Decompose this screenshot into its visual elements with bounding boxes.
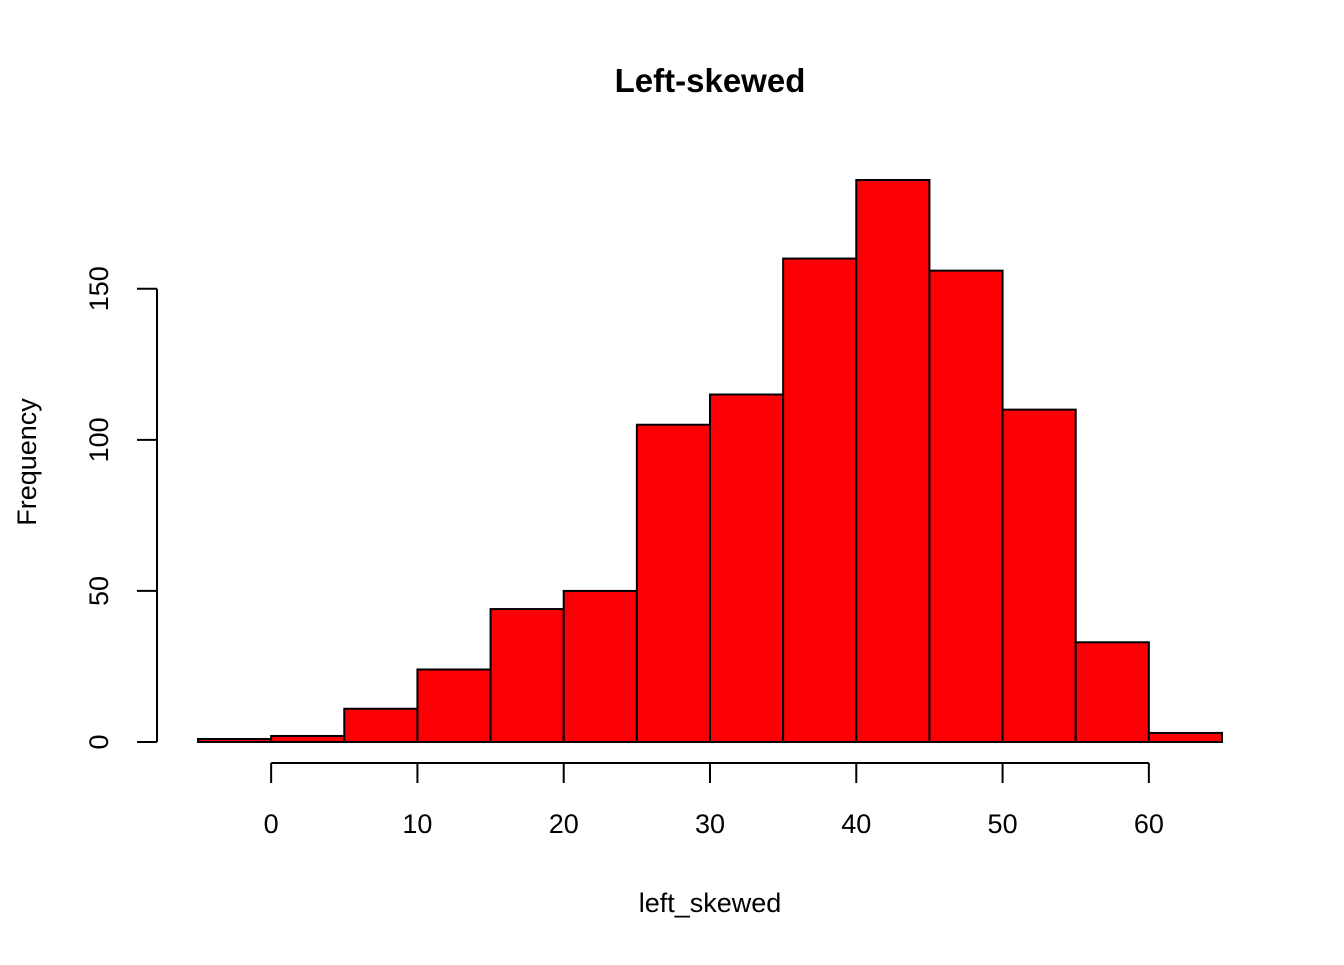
histogram-bar-8 — [782, 257, 858, 743]
histogram-bar-7 — [709, 393, 785, 743]
x-tick-label-40: 40 — [841, 809, 871, 839]
histogram-bar-5 — [562, 589, 638, 744]
histogram-bar-4 — [489, 608, 565, 744]
histogram-bar-11 — [1001, 408, 1077, 743]
histogram-bar-9 — [855, 179, 931, 743]
x-tick-label-50: 50 — [988, 809, 1018, 839]
x-tick-label-30: 30 — [695, 809, 725, 839]
x-tick-label-0: 0 — [264, 809, 279, 839]
x-axis-label: left_skewed — [639, 888, 782, 918]
histogram-bar-12 — [1074, 641, 1150, 744]
histogram-bar-1 — [270, 734, 346, 743]
histogram-bar-6 — [635, 423, 711, 743]
bars-group — [197, 179, 1224, 744]
y-tick-label-100: 100 — [84, 417, 114, 462]
histogram-bar-2 — [343, 707, 419, 743]
histogram-bar-10 — [928, 269, 1004, 743]
y-tick-label-50: 50 — [84, 576, 114, 606]
y-tick-label-0: 0 — [84, 734, 114, 749]
chart-title: Left-skewed — [615, 62, 806, 99]
histogram-bar-13 — [1147, 731, 1224, 744]
x-tick-label-10: 10 — [402, 809, 432, 839]
histogram-bar-3 — [416, 668, 492, 744]
x-tick-label-60: 60 — [1134, 809, 1164, 839]
x-tick-label-20: 20 — [549, 809, 579, 839]
y-axis-label: Frequency — [12, 398, 42, 526]
y-axis: 0 50 100 150 — [84, 266, 158, 750]
histogram-bar-0 — [197, 737, 273, 744]
y-tick-label-150: 150 — [84, 266, 114, 311]
x-axis: 0 10 20 30 40 50 60 — [264, 762, 1164, 839]
